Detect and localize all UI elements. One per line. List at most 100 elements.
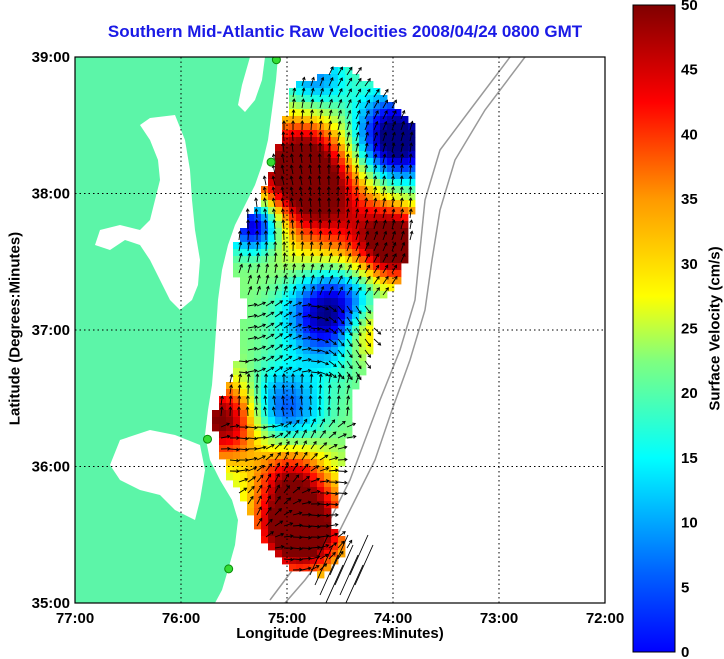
velocity-cell <box>226 459 234 467</box>
colorbar-tick-label: 0 <box>681 644 689 659</box>
velocity-cell <box>275 396 283 404</box>
velocity-cell <box>352 207 360 215</box>
velocity-arrow-head <box>281 208 285 213</box>
velocity-cell <box>387 221 395 229</box>
velocity-cell <box>296 361 304 369</box>
velocity-cell <box>303 340 311 348</box>
velocity-arrow <box>346 396 349 406</box>
plot-frame <box>74 56 606 604</box>
velocity-arrow <box>409 175 412 186</box>
velocity-arrow <box>301 88 305 98</box>
velocity-arrow-head <box>301 87 306 92</box>
velocity-cell <box>345 389 353 397</box>
velocity-cell <box>247 333 255 341</box>
velocity-arrow <box>391 121 396 131</box>
velocity-cell <box>331 284 339 292</box>
velocity-cell <box>268 522 276 530</box>
velocity-cell <box>345 333 353 341</box>
velocity-arrow <box>382 231 387 241</box>
velocity-arrow-head <box>399 186 404 190</box>
velocity-arrow <box>364 231 369 241</box>
velocity-arrow <box>382 187 385 197</box>
velocity-cell <box>380 242 388 250</box>
velocity-arrow-head <box>263 406 267 411</box>
velocity-arrow-head <box>382 142 387 147</box>
velocity-arrow-head <box>279 322 284 326</box>
velocity-cell <box>261 501 269 509</box>
velocity-arrow <box>328 66 334 76</box>
velocity-arrow <box>292 463 299 472</box>
velocity-arrow-head <box>337 230 342 235</box>
velocity-arrow <box>391 209 395 219</box>
velocity-cell <box>324 88 332 96</box>
velocity-arrow-head <box>400 131 405 136</box>
velocity-cell <box>387 165 395 173</box>
velocity-arrow <box>310 253 313 263</box>
velocity-arrow <box>273 209 276 219</box>
velocity-arrow <box>373 176 376 186</box>
velocity-arrow <box>328 88 333 98</box>
velocity-arrow <box>310 465 319 472</box>
velocity-cell <box>310 95 318 103</box>
velocity-arrow-head <box>285 473 290 478</box>
velocity-arrow <box>355 165 358 175</box>
velocity-arrow <box>382 242 388 252</box>
velocity-arrow <box>247 230 250 241</box>
velocity-arrow-head <box>336 186 341 190</box>
velocity-arrow-head <box>339 88 343 92</box>
velocity-arrow <box>310 418 316 428</box>
velocity-cell <box>254 235 262 243</box>
velocity-cell <box>303 501 311 509</box>
velocity-cell <box>359 137 367 145</box>
velocity-arrow <box>274 311 283 318</box>
velocity-arrow <box>310 525 321 528</box>
velocity-arrow <box>292 440 298 450</box>
velocity-arrow-head <box>295 474 300 479</box>
velocity-arrow <box>373 209 377 219</box>
velocity-cell <box>303 144 311 152</box>
velocity-cell <box>359 95 367 103</box>
velocity-cell <box>296 326 304 334</box>
velocity-cell <box>247 312 255 320</box>
velocity-cell <box>352 123 360 131</box>
velocity-arrow-head <box>345 153 350 158</box>
velocity-arrow-head <box>349 376 353 381</box>
velocity-arrow-head <box>267 473 272 478</box>
velocity-arrow-head <box>335 491 339 496</box>
velocity-cell <box>338 186 346 194</box>
velocity-cell <box>345 347 353 355</box>
velocity-arrow <box>265 311 274 318</box>
velocity-cell <box>289 529 297 537</box>
velocity-arrow-head <box>298 312 303 317</box>
velocity-arrow-head <box>399 175 404 179</box>
velocity-cell <box>338 277 346 285</box>
velocity-cell <box>352 200 360 208</box>
velocity-arrow-head <box>263 435 267 440</box>
velocity-arrow-head <box>373 186 378 191</box>
velocity-cell <box>240 319 248 327</box>
velocity-cell <box>247 270 255 278</box>
velocity-arrow <box>310 286 315 296</box>
velocity-cell <box>338 200 346 208</box>
velocity-cell <box>317 95 325 103</box>
velocity-arrow-head <box>348 539 353 544</box>
velocity-arrow <box>292 88 296 98</box>
velocity-arrow-head <box>347 109 352 114</box>
velocity-arrow <box>319 374 322 384</box>
velocity-cell <box>240 375 248 383</box>
velocity-arrow <box>238 374 241 384</box>
velocity-cell <box>338 123 346 131</box>
velocity-cell <box>296 347 304 355</box>
velocity-cell <box>401 137 409 145</box>
velocity-arrow-head <box>325 339 330 344</box>
velocity-arrow-head <box>346 142 351 147</box>
colorbar-tick-label: 45 <box>681 62 698 79</box>
velocity-cell <box>296 431 304 439</box>
velocity-arrow <box>301 275 305 285</box>
velocity-arrow <box>264 209 267 219</box>
velocity-cell <box>401 193 409 201</box>
velocity-cell <box>345 417 353 425</box>
velocity-arrow <box>265 300 274 307</box>
velocity-cell <box>352 368 360 376</box>
velocity-cell <box>282 298 290 306</box>
